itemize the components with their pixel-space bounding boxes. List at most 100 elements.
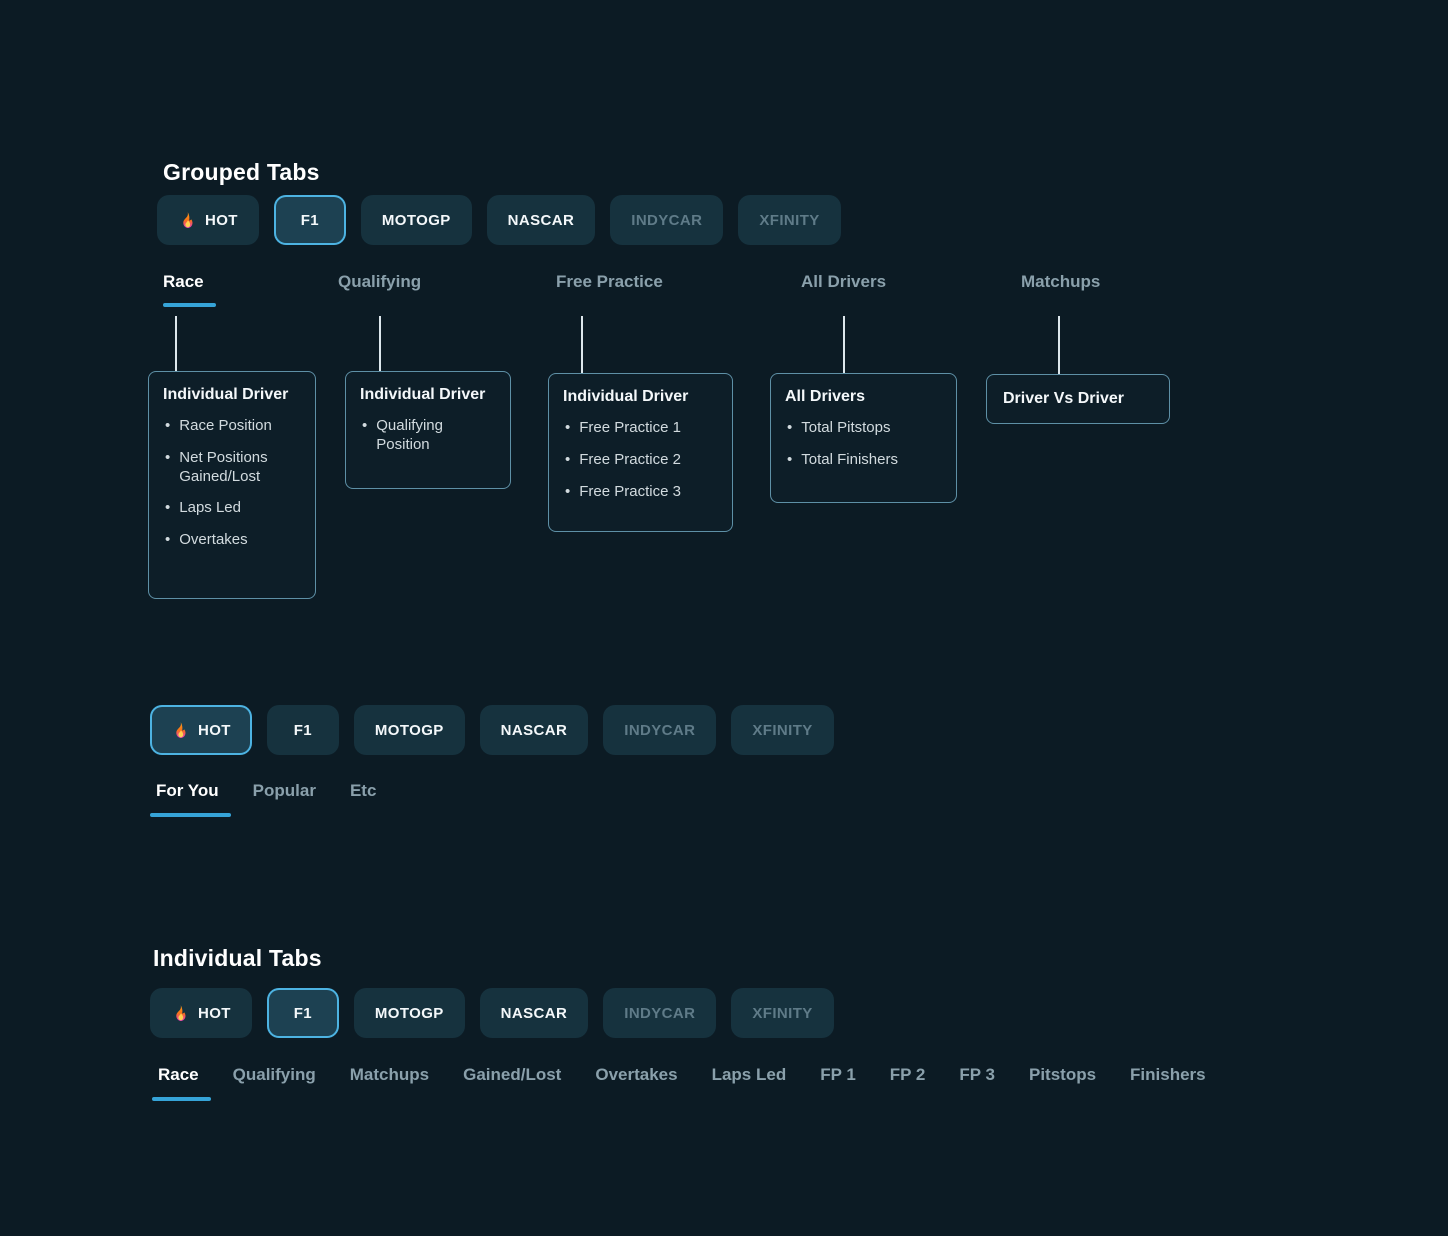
group-box-title: Individual Driver (360, 386, 486, 403)
connector-line (379, 316, 381, 372)
pill-label: NASCAR (500, 1004, 568, 1022)
list-item: • Race Position (165, 417, 272, 434)
tab-overtakes[interactable]: Overtakes (595, 1065, 678, 1084)
bullet-dot: • (787, 419, 793, 436)
flame-icon (178, 211, 197, 230)
list-item: • Laps Led (165, 499, 241, 517)
pill-label: INDYCAR (631, 211, 703, 229)
list-item: • Free Practice 1 (565, 419, 681, 436)
pill-motogp[interactable]: MOTOGP (353, 705, 465, 755)
tab-all-drivers[interactable]: All Drivers (801, 272, 887, 291)
group-box-list: • Race Position • Net Positions Gained/Los… (149, 417, 315, 564)
tab-race[interactable]: Race (163, 272, 204, 291)
pill-label: F1 (300, 211, 320, 229)
bullet-dot: • (565, 419, 571, 436)
pill-f1[interactable]: F1 (266, 705, 339, 755)
tab-for-you[interactable]: For You (150, 781, 231, 817)
group-box-race: Individual Driver • Race Position • Net Po… (148, 371, 316, 599)
pill-hot[interactable]: HOT (150, 988, 252, 1038)
tab-race[interactable]: Race (152, 1065, 211, 1101)
bullet-dot: • (165, 531, 171, 548)
pill-xfinity[interactable]: XFINITY (731, 705, 834, 755)
group-box-all-drivers: All Drivers • Total Pitstops • Total Finis… (770, 373, 957, 503)
tab-fp2[interactable]: FP 2 (889, 1065, 926, 1084)
bullet-dot: • (362, 417, 368, 434)
pill-xfinity[interactable]: XFINITY (731, 988, 834, 1038)
list-item: • Free Practice 3 (565, 482, 681, 500)
connector-line (1058, 316, 1060, 375)
tab-etc[interactable]: Etc (349, 781, 377, 800)
pill-f1[interactable]: F1 (266, 988, 339, 1038)
tab-gained-lost[interactable]: Gained/Lost (463, 1065, 562, 1084)
group-box-qualifying: Individual Driver • Qualifying Position (345, 371, 511, 489)
flame-icon (171, 1004, 190, 1023)
active-tab-indicator (152, 1097, 211, 1101)
pill-xfinity[interactable]: XFINITY (738, 195, 841, 245)
pill-nascar[interactable]: NASCAR (479, 705, 589, 755)
pill-label: MOTOGP (374, 721, 444, 739)
hot-sport-pill-row: HOT F1 MOTOGP NASCAR INDYCAR XFINITY (150, 705, 834, 755)
pill-nascar[interactable]: NASCAR (479, 988, 589, 1038)
tab-qualifying[interactable]: Qualifying (338, 272, 422, 291)
pill-indycar[interactable]: INDYCAR (603, 705, 717, 755)
pill-hot[interactable]: HOT (157, 195, 259, 245)
group-box-list: • Total Pitstops • Total Finishers (771, 419, 956, 484)
pill-f1[interactable]: F1 (273, 195, 346, 245)
hot-subtab-row: For You Popular Etc (150, 781, 377, 817)
pill-label: MOTOGP (381, 211, 451, 229)
tab-matchups[interactable]: Matchups (349, 1065, 430, 1084)
bullet-dot: • (165, 499, 171, 517)
grouped-tab-tree: Race Qualifying Free Practice All Driver… (0, 272, 1448, 607)
pill-label: NASCAR (507, 211, 575, 229)
pill-label: XFINITY (752, 721, 813, 739)
bullet-dot: • (165, 448, 171, 466)
pill-label: HOT (198, 721, 231, 739)
tab-popular[interactable]: Popular (252, 781, 316, 800)
tab-free-practice[interactable]: Free Practice (556, 272, 663, 291)
active-tab-indicator (150, 813, 231, 817)
tab-fp3[interactable]: FP 3 (959, 1065, 995, 1084)
list-item: • Free Practice 2 (565, 450, 681, 468)
group-box-list: • Qualifying Position (346, 417, 510, 469)
bullet-dot: • (165, 417, 171, 434)
tab-pitstops[interactable]: Pitstops (1028, 1065, 1097, 1084)
group-box-list: • Free Practice 1 • Free Practice 2 • Free … (549, 419, 732, 515)
grouped-sport-pill-row: HOT F1 MOTOGP NASCAR INDYCAR XFINITY (157, 195, 841, 245)
flame-icon (171, 721, 190, 740)
pill-hot[interactable]: HOT (150, 705, 252, 755)
bullet-dot: • (787, 450, 793, 468)
group-box-matchups: Driver Vs Driver (986, 374, 1170, 424)
list-item: • Net Positions Gained/Lost (165, 448, 268, 485)
pill-nascar[interactable]: NASCAR (486, 195, 596, 245)
tab-fp1[interactable]: FP 1 (820, 1065, 856, 1084)
pill-indycar[interactable]: INDYCAR (603, 988, 717, 1038)
list-item: • Total Finishers (787, 450, 898, 468)
connector-line (843, 316, 845, 374)
pill-label: INDYCAR (624, 721, 696, 739)
bullet-dot: • (565, 482, 571, 500)
tab-finishers[interactable]: Finishers (1130, 1065, 1206, 1084)
tab-qualifying[interactable]: Qualifying (232, 1065, 316, 1084)
group-box-title: Individual Driver (163, 386, 289, 403)
list-item: • Overtakes (165, 531, 248, 548)
pill-label: F1 (293, 1004, 313, 1022)
list-item: • Total Pitstops (787, 419, 891, 436)
pill-label: HOT (205, 211, 238, 229)
connector-line (581, 316, 583, 374)
group-box-title: Driver Vs Driver (1003, 390, 1124, 407)
tab-matchups[interactable]: Matchups (1021, 272, 1101, 291)
bullet-dot: • (565, 450, 571, 468)
pill-motogp[interactable]: MOTOGP (360, 195, 472, 245)
pill-motogp[interactable]: MOTOGP (353, 988, 465, 1038)
pill-indycar[interactable]: INDYCAR (610, 195, 724, 245)
grouped-tabs-title: Grouped Tabs (163, 159, 320, 186)
active-tab-indicator (163, 303, 216, 307)
group-box-free-practice: Individual Driver • Free Practice 1 • Free… (548, 373, 733, 532)
individual-subtab-row: Race Qualifying Matchups Gained/Lost Ove… (152, 1065, 1206, 1101)
pill-label: F1 (293, 721, 313, 739)
tab-laps-led[interactable]: Laps Led (711, 1065, 787, 1084)
pill-label: HOT (198, 1004, 231, 1022)
individual-tabs-title: Individual Tabs (153, 945, 322, 972)
pill-label: MOTOGP (374, 1004, 444, 1022)
